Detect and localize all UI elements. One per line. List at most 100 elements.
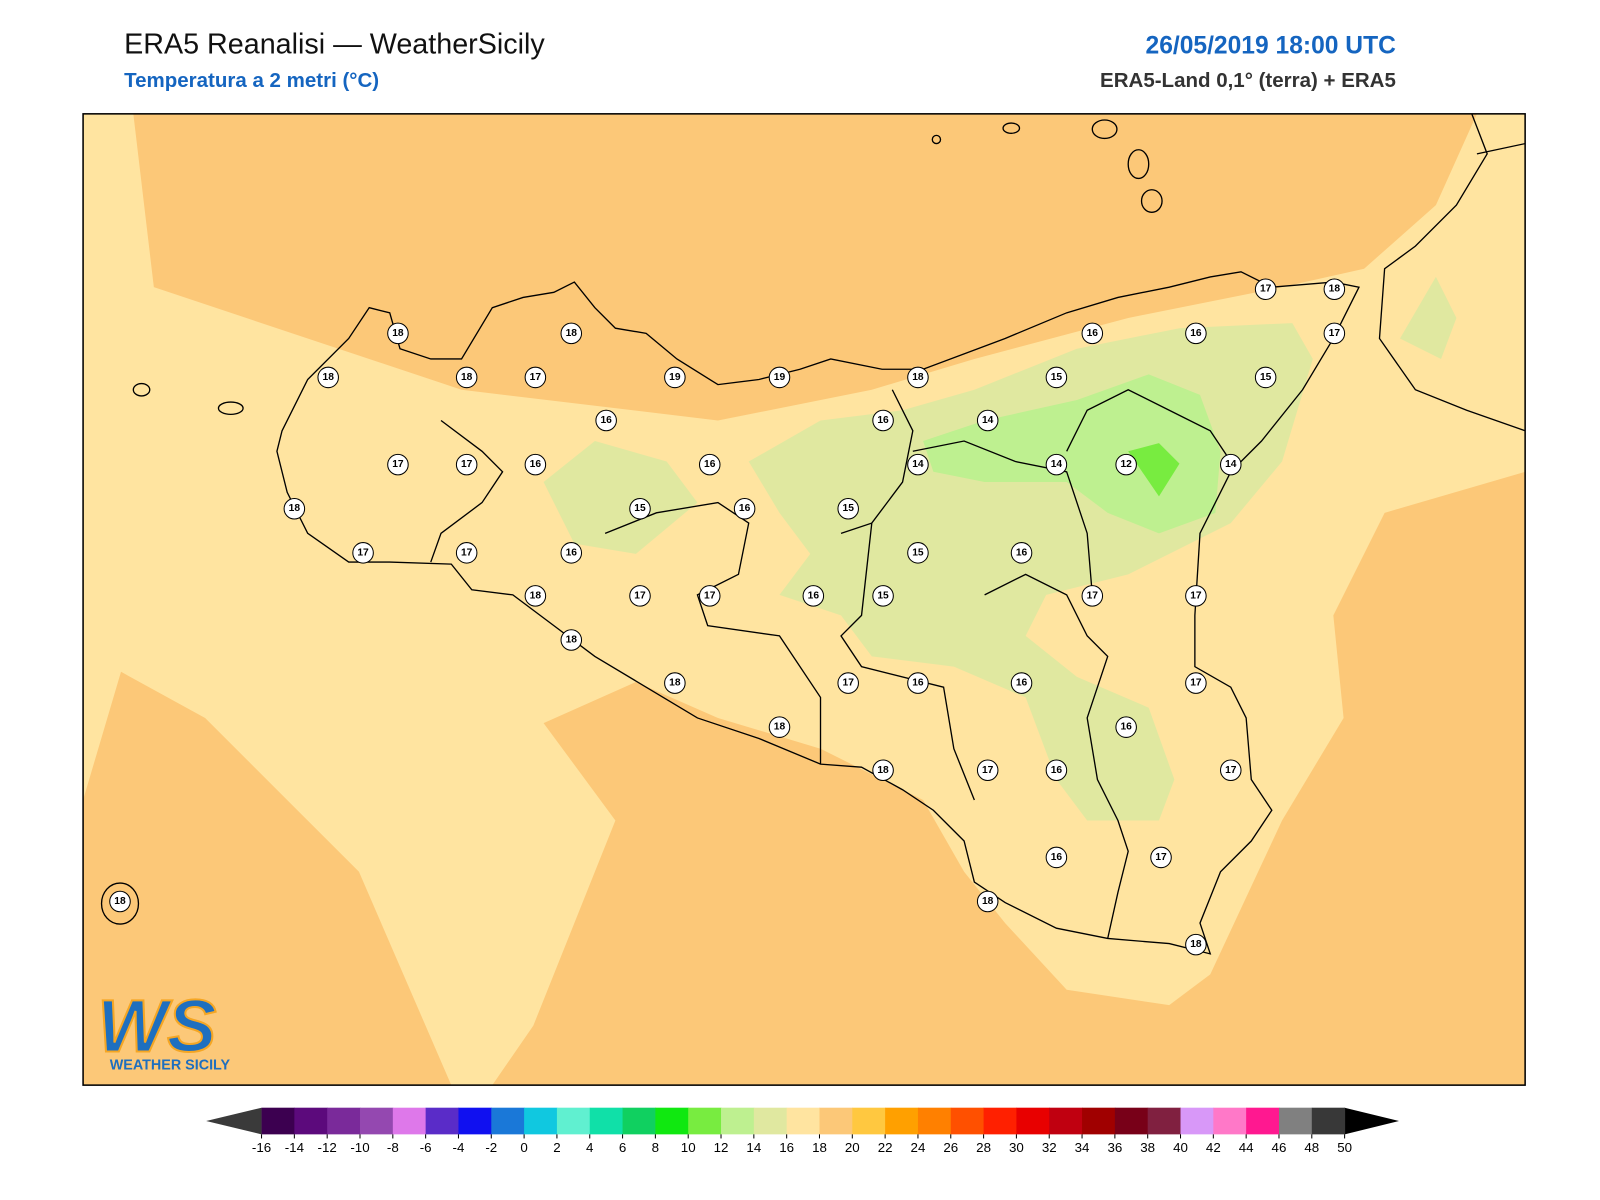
station-value: 17 xyxy=(357,547,369,558)
colorbar-swatch xyxy=(491,1107,525,1135)
station-marker xyxy=(872,759,894,782)
colorbar-tick-label: 12 xyxy=(714,1140,729,1155)
station-marker xyxy=(1045,366,1068,389)
station-marker xyxy=(1115,716,1137,738)
colorbar-swatch xyxy=(1147,1107,1182,1135)
station-value: 15 xyxy=(877,590,889,601)
colorbar-tick-label: -10 xyxy=(350,1140,369,1155)
station-marker xyxy=(1185,672,1207,694)
station-marker xyxy=(455,542,478,564)
station-value: 17 xyxy=(1329,328,1341,339)
station-value: 17 xyxy=(530,372,542,383)
station-value: 16 xyxy=(1051,852,1063,863)
station-marker xyxy=(698,585,721,607)
station-value: 18 xyxy=(877,765,889,776)
colorbar-tick-label: -16 xyxy=(252,1140,271,1155)
colorbar-tick-label: -4 xyxy=(453,1140,465,1155)
colorbar-tick-label: 48 xyxy=(1304,1140,1319,1155)
station-marker xyxy=(1081,585,1104,607)
station-value: 17 xyxy=(1190,678,1202,689)
station-marker xyxy=(1220,759,1242,782)
colorbar-tick-label: -14 xyxy=(285,1140,305,1155)
station-value: 16 xyxy=(600,415,612,426)
colorbar-swatch xyxy=(1311,1107,1346,1135)
station-value: 17 xyxy=(982,765,994,776)
colorbar-tick-label: -6 xyxy=(420,1140,432,1155)
colorbar-tick-label: 16 xyxy=(779,1140,794,1155)
station-marker xyxy=(1220,453,1242,476)
colorbar-swatch xyxy=(360,1107,394,1135)
station-marker xyxy=(629,497,651,520)
station-value: 16 xyxy=(1120,722,1132,733)
station-value: 17 xyxy=(1190,590,1202,601)
station-value: 18 xyxy=(774,722,786,733)
station-value: 18 xyxy=(114,896,126,907)
field-14-16 xyxy=(1400,276,1457,359)
station-marker xyxy=(907,672,929,694)
station-marker xyxy=(455,366,478,389)
colorbar-tick-label: 22 xyxy=(878,1140,893,1155)
colorbar-tick-label: 46 xyxy=(1272,1140,1287,1155)
station-marker xyxy=(283,497,306,520)
station-marker xyxy=(1323,322,1346,345)
station-value: 17 xyxy=(843,678,855,689)
station-marker xyxy=(976,890,999,913)
colorbar-swatch xyxy=(524,1107,558,1135)
colorbar-swatch xyxy=(688,1107,722,1135)
station-value: 12 xyxy=(1120,459,1132,470)
station-value: 18 xyxy=(566,328,578,339)
station-marker xyxy=(907,453,929,476)
station-value: 17 xyxy=(1087,590,1099,601)
station-marker xyxy=(1185,585,1207,607)
station-marker xyxy=(664,672,686,694)
station-marker xyxy=(455,453,478,476)
title: ERA5 Reanalisi — WeatherSicily xyxy=(124,28,545,60)
colorbar-over xyxy=(1344,1107,1399,1135)
station-value: 16 xyxy=(704,459,716,470)
station-marker xyxy=(1045,759,1068,782)
station-value: 15 xyxy=(843,503,855,514)
colorbar-swatch xyxy=(721,1107,755,1135)
colorbar-tick-label: 38 xyxy=(1140,1140,1155,1155)
station-value: 17 xyxy=(1260,284,1272,295)
station-value: 18 xyxy=(566,635,578,646)
colorbar-tick-label: 30 xyxy=(1009,1140,1024,1155)
station-value: 16 xyxy=(877,415,889,426)
station-value: 17 xyxy=(634,590,646,601)
station-value: 16 xyxy=(566,547,578,558)
colorbar-tick-label: 8 xyxy=(652,1140,659,1155)
colorbar-tick-label: -12 xyxy=(318,1140,337,1155)
colorbar-swatch xyxy=(261,1107,295,1135)
colorbar-swatch xyxy=(950,1107,985,1135)
colorbar-tick-label: 2 xyxy=(553,1140,560,1155)
station-marker xyxy=(976,759,999,782)
station-marker xyxy=(1010,672,1033,694)
stations: 18 18 18 18 17 19 19 18 15 16 16 17 18 17 15 16 16 14 17 17… xyxy=(109,278,1346,956)
station-marker xyxy=(560,629,583,651)
colorbar-tick-label: 6 xyxy=(619,1140,626,1155)
colorbar-swatch xyxy=(819,1107,853,1135)
station-value: 15 xyxy=(1260,372,1272,383)
station-value: 18 xyxy=(982,896,994,907)
station-value: 14 xyxy=(1051,459,1063,470)
station-value: 15 xyxy=(634,503,646,514)
station-value: 16 xyxy=(530,459,542,470)
station-marker xyxy=(1115,453,1137,476)
station-marker xyxy=(872,585,894,607)
station-marker xyxy=(524,585,547,607)
station-value: 17 xyxy=(392,459,404,470)
colorbar-swatch xyxy=(425,1107,459,1135)
station-marker xyxy=(560,322,583,345)
station-marker xyxy=(629,585,651,607)
colorbar-tick-label: 0 xyxy=(520,1140,527,1155)
station-marker xyxy=(907,542,929,564)
colorbar-tick-label: 32 xyxy=(1042,1140,1057,1155)
colorbar-swatch xyxy=(1180,1107,1214,1135)
station-marker xyxy=(595,409,617,432)
station-value: 16 xyxy=(739,503,751,514)
date: 26/05/2019 18:00 UTC xyxy=(1146,32,1397,59)
logo: WS WEATHER SICILY xyxy=(96,983,230,1073)
station-value: 15 xyxy=(912,547,924,558)
